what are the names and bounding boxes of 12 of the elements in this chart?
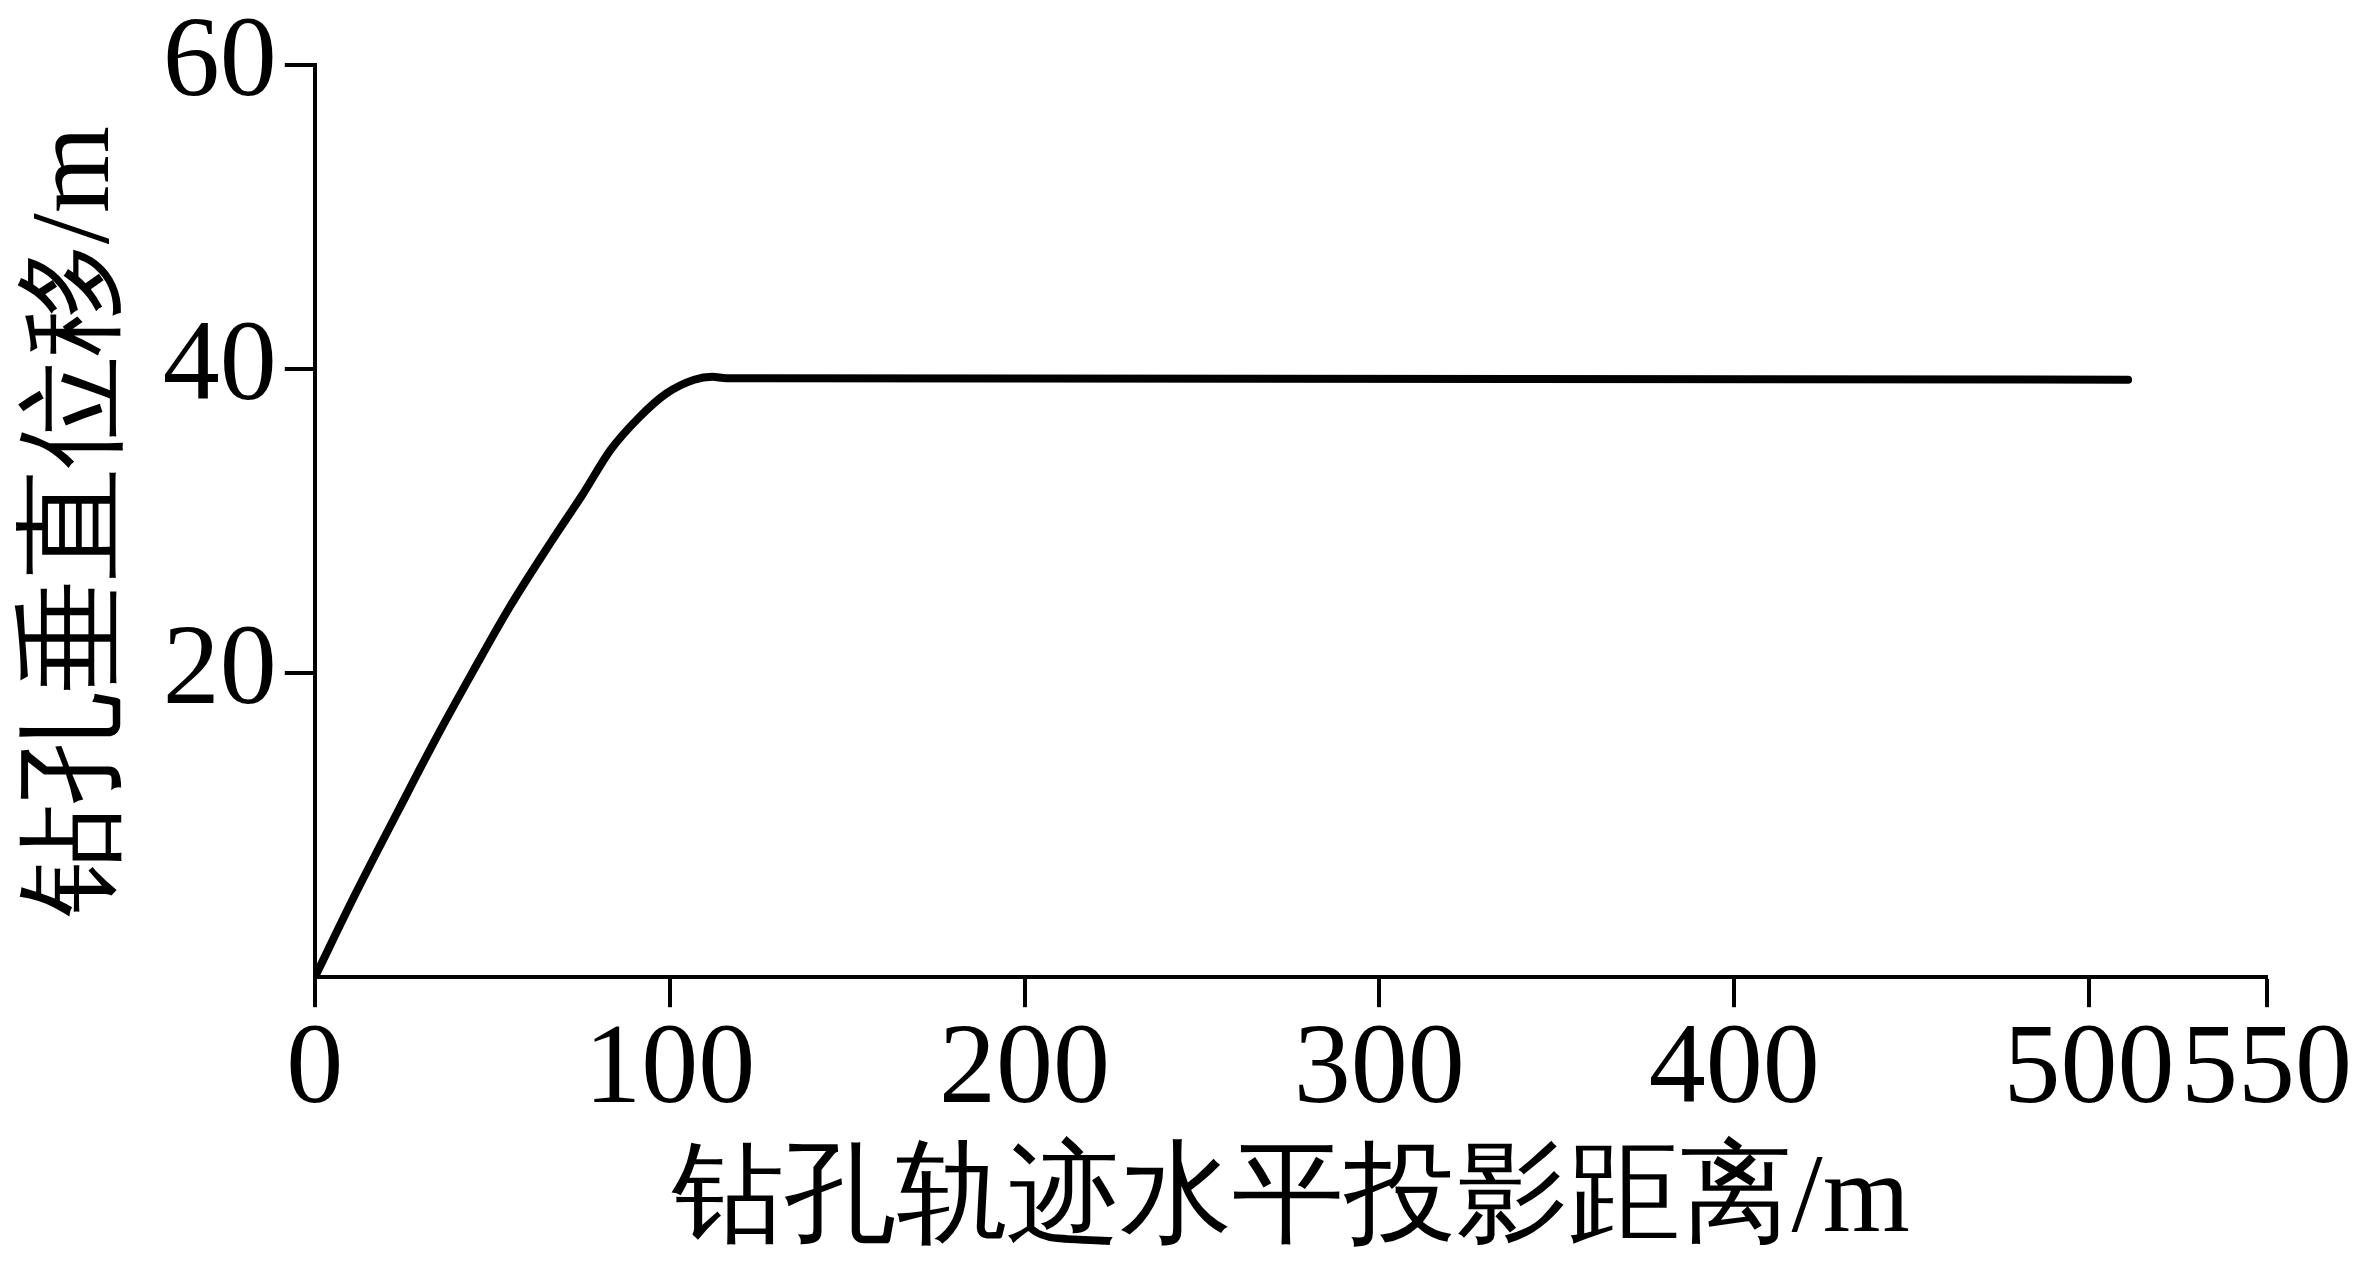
y-tick-label: 20 <box>162 601 277 729</box>
y-tick-label: 60 <box>162 0 277 120</box>
x-axis-title: 钻孔轨迹水平投影距离/m <box>670 1131 1910 1256</box>
y-axis-title: 钻孔垂直位移/m <box>7 125 132 918</box>
x-tick-label: 200 <box>939 1000 1111 1128</box>
x-tick-label: 550 <box>2181 1000 2352 1128</box>
x-tick-label: 0 <box>286 1000 344 1128</box>
x-tick-label: 400 <box>1648 1000 1820 1128</box>
x-tick-label: 100 <box>584 1000 756 1128</box>
x-tick-label: 500 <box>2003 1000 2175 1128</box>
y-tick-label: 40 <box>162 297 277 424</box>
x-tick-label: 300 <box>1293 1000 1465 1128</box>
